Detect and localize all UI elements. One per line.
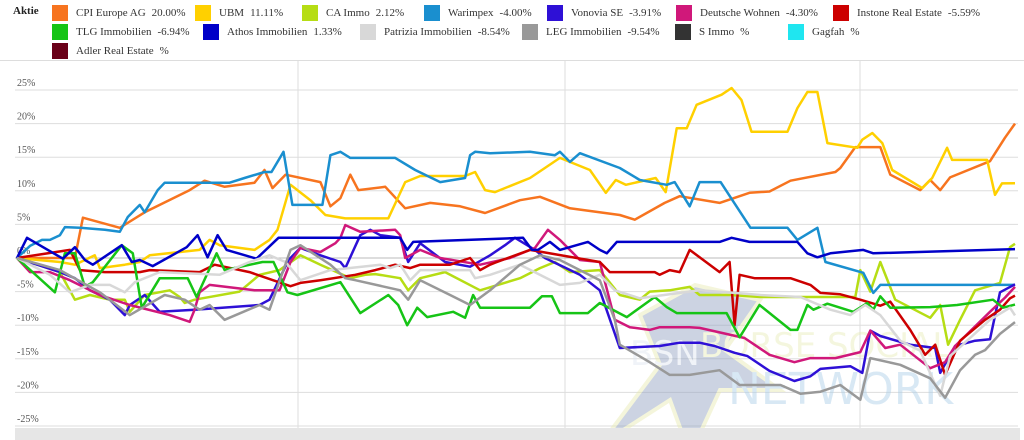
legend-change: % bbox=[850, 26, 860, 38]
y-tick-label: -15% bbox=[17, 347, 39, 358]
legend-change: % bbox=[159, 45, 169, 57]
series-line-patrizia-immobilien[interactable] bbox=[16, 254, 1017, 398]
legend-change: 1.33% bbox=[313, 26, 342, 38]
legend-label: Patrizia Immobilien bbox=[384, 26, 472, 38]
legend-swatch bbox=[675, 24, 691, 40]
y-tick-label: 20% bbox=[17, 112, 35, 123]
legend-change: -6.94% bbox=[157, 26, 190, 38]
legend-label: Vonovia SE bbox=[571, 7, 624, 19]
legend-swatch bbox=[547, 5, 563, 21]
series-line-cpi-europe-ag[interactable] bbox=[17, 122, 1017, 260]
legend-label: CPI Europe AG bbox=[76, 7, 146, 19]
legend-label: S Immo bbox=[699, 26, 735, 38]
legend-item[interactable]: Patrizia Immobilien -8.54% bbox=[360, 24, 510, 40]
legend-label: Deutsche Wohnen bbox=[700, 7, 780, 19]
legend-swatch bbox=[52, 5, 68, 21]
y-tick-label: 25% bbox=[17, 78, 35, 89]
legend-item[interactable]: Adler Real Estate% bbox=[52, 43, 169, 59]
series-lines bbox=[15, 86, 1017, 402]
legend-item[interactable]: LEG Immobilien -9.54% bbox=[522, 24, 660, 40]
legend-label: Gagfah bbox=[812, 26, 845, 38]
legend-item[interactable]: Gagfah% bbox=[788, 24, 860, 40]
legend-change: -4.00% bbox=[499, 7, 532, 19]
legend-swatch bbox=[788, 24, 804, 40]
legend-item[interactable]: CPI Europe AG 20.00% bbox=[52, 5, 186, 21]
series-line-athos-immobilien[interactable] bbox=[15, 233, 1016, 268]
legend-label: LEG Immobilien bbox=[546, 26, 622, 38]
legend-label: TLG Immobilien bbox=[76, 26, 152, 38]
legend-label: Warimpex bbox=[448, 7, 494, 19]
legend-item[interactable]: Instone Real Estate -5.59% bbox=[833, 5, 980, 21]
legend-swatch bbox=[676, 5, 692, 21]
legend-label: CA Immo bbox=[326, 7, 370, 19]
navigator-scrollbar[interactable] bbox=[15, 428, 1020, 440]
series-line-warimpex[interactable] bbox=[16, 150, 1015, 295]
grid: 25%20%15%10%5%0%-5%-10%-15%-20%-25% bbox=[0, 60, 1024, 430]
legend-label: UBM bbox=[219, 7, 245, 19]
series-line-instone-real-estate[interactable] bbox=[16, 248, 1016, 377]
series-line-ubm[interactable] bbox=[16, 86, 1016, 270]
y-tick-label: 5% bbox=[17, 212, 30, 223]
chart-legend: Aktie CPI Europe AG 20.00% UBM 11.11% CA Imm… bbox=[0, 0, 1024, 60]
legend-item[interactable]: Vonovia SE -3.91% bbox=[547, 5, 661, 21]
legend-change: -3.91% bbox=[629, 7, 662, 19]
legend-swatch bbox=[302, 5, 318, 21]
legend-item[interactable]: CA Immo 2.12% bbox=[302, 5, 404, 21]
legend-swatch bbox=[52, 43, 68, 59]
legend-swatch bbox=[360, 24, 376, 40]
legend-change: 20.00% bbox=[151, 7, 186, 19]
legend-change: 2.12% bbox=[375, 7, 405, 19]
legend-title: Aktie bbox=[13, 5, 39, 17]
legend-swatch bbox=[424, 5, 440, 21]
legend-item[interactable]: Warimpex -4.00% bbox=[424, 5, 532, 21]
legend-change: -5.59% bbox=[947, 7, 980, 19]
legend-item[interactable]: S Immo% bbox=[675, 24, 749, 40]
y-tick-label: -5% bbox=[17, 280, 34, 291]
line-chart: 25%20%15%10%5%0%-5%-10%-15%-20%-25% BSN … bbox=[0, 60, 1024, 440]
watermark-star-text: BSN bbox=[630, 334, 700, 374]
legend-swatch bbox=[52, 24, 68, 40]
y-tick-label: 15% bbox=[17, 145, 35, 156]
y-tick-label: -25% bbox=[17, 414, 39, 425]
series-line-leg-immobilien[interactable] bbox=[16, 243, 1016, 402]
legend-change: -8.54% bbox=[477, 26, 510, 38]
legend-swatch bbox=[833, 5, 849, 21]
legend-item[interactable]: UBM 11.11% bbox=[195, 5, 283, 21]
y-tick-label: 10% bbox=[17, 179, 35, 190]
legend-change: % bbox=[740, 26, 750, 38]
legend-change: 11.11% bbox=[250, 7, 284, 19]
legend-change: -9.54% bbox=[627, 26, 660, 38]
legend-swatch bbox=[195, 5, 211, 21]
legend-change: -4.30% bbox=[785, 7, 818, 19]
legend-item[interactable]: Deutsche Wohnen -4.30% bbox=[676, 5, 818, 21]
legend-item[interactable]: TLG Immobilien -6.94% bbox=[52, 24, 190, 40]
series-line-tlg-immobilien[interactable] bbox=[16, 243, 1016, 339]
legend-swatch bbox=[522, 24, 538, 40]
legend-label: Athos Immobilien bbox=[227, 26, 308, 38]
y-tick-label: -20% bbox=[17, 380, 39, 391]
legend-label: Instone Real Estate bbox=[857, 7, 942, 19]
legend-label: Adler Real Estate bbox=[76, 45, 154, 57]
legend-item[interactable]: Athos Immobilien 1.33% bbox=[203, 24, 342, 40]
legend-swatch bbox=[203, 24, 219, 40]
y-tick-label: -10% bbox=[17, 313, 39, 324]
series-line-ca-immo[interactable] bbox=[16, 242, 1016, 346]
watermark-line2: NETWORK bbox=[728, 364, 954, 415]
